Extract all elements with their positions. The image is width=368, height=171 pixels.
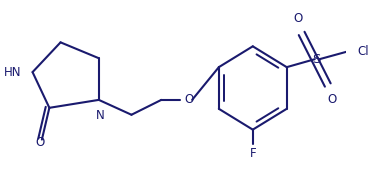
Text: O: O	[35, 136, 45, 149]
Text: S: S	[312, 53, 321, 66]
Text: F: F	[250, 148, 256, 161]
Text: Cl: Cl	[358, 45, 368, 58]
Text: O: O	[327, 93, 336, 106]
Text: O: O	[293, 12, 302, 25]
Text: N: N	[96, 109, 105, 122]
Text: HN: HN	[4, 66, 21, 79]
Text: O: O	[185, 93, 194, 106]
